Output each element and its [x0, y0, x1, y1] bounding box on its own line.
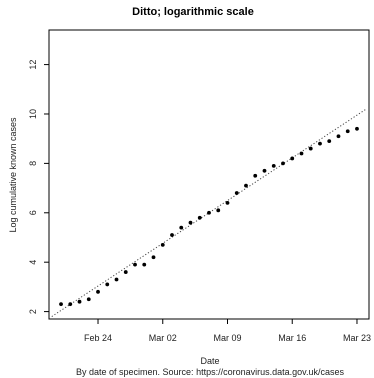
data-point	[115, 278, 119, 282]
y-tick-label: 2	[28, 309, 38, 314]
data-point	[355, 127, 359, 131]
data-point	[207, 211, 211, 215]
x-tick-label: Mar 09	[213, 333, 241, 343]
plot-area-frame	[49, 30, 369, 319]
data-point	[170, 233, 174, 237]
data-point	[142, 263, 146, 267]
chart-title: Ditto; logarithmic scale	[132, 6, 254, 18]
data-point	[290, 157, 294, 161]
x-tick-label: Feb 24	[84, 333, 112, 343]
data-point	[263, 169, 267, 173]
data-point	[78, 300, 82, 304]
x-axis-label: Date	[200, 356, 219, 366]
x-tick-label: Mar 23	[343, 333, 371, 343]
data-points	[59, 127, 359, 306]
data-point	[96, 290, 100, 294]
data-point	[253, 174, 257, 178]
x-tick-label: Mar 02	[149, 333, 177, 343]
data-point	[318, 142, 322, 146]
data-point	[309, 147, 313, 151]
data-point	[281, 161, 285, 165]
y-tick-label: 8	[28, 161, 38, 166]
y-tick-label: 12	[28, 60, 38, 70]
data-point	[161, 243, 165, 247]
data-point	[189, 221, 193, 225]
y-axis: 2 4 6 8 10 12	[28, 60, 49, 315]
data-point	[216, 208, 220, 212]
data-point	[105, 283, 109, 287]
data-point	[300, 152, 304, 156]
data-point	[235, 191, 239, 195]
data-point	[272, 164, 276, 168]
data-point	[59, 302, 63, 306]
y-tick-label: 6	[28, 210, 38, 215]
source-caption: By date of specimen. Source: https://cor…	[76, 367, 344, 377]
data-point	[124, 270, 128, 274]
y-axis-label: Log cumulative known cases	[8, 117, 18, 233]
data-point	[346, 129, 350, 133]
data-point	[244, 184, 248, 188]
data-point	[152, 255, 156, 259]
data-point	[179, 226, 183, 230]
x-tick-label: Mar 16	[278, 333, 306, 343]
data-point	[226, 201, 230, 205]
data-point	[133, 263, 137, 267]
y-tick-label: 10	[28, 109, 38, 119]
y-tick-label: 4	[28, 260, 38, 265]
data-point	[327, 139, 331, 143]
data-point	[87, 297, 91, 301]
x-axis: Feb 24 Mar 02 Mar 09 Mar 16 Mar 23	[84, 319, 371, 343]
data-point	[198, 216, 202, 220]
data-point	[337, 134, 341, 138]
data-point	[68, 302, 72, 306]
